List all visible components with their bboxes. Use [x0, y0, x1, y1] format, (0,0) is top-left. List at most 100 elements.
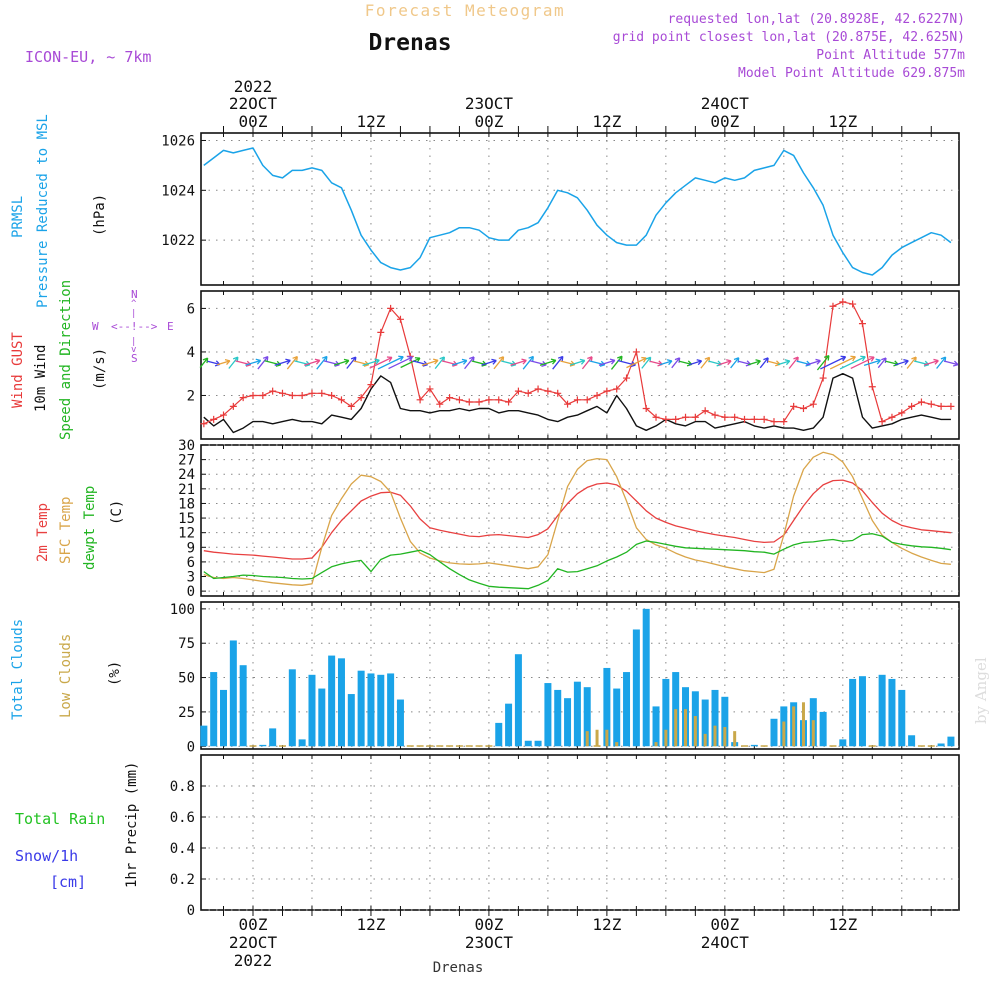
wind-arrow-head — [461, 358, 468, 365]
gust-point — [377, 328, 385, 336]
wind-arrow — [718, 360, 732, 366]
total-cloud-bar — [337, 658, 345, 747]
gust-point — [593, 391, 601, 399]
wind-arrow-head — [903, 358, 909, 365]
total-cloud-bar — [632, 629, 640, 747]
y-tick-label: 0.6 — [170, 810, 195, 826]
wind-arrow-head — [617, 355, 623, 362]
wind-arrow-head — [491, 358, 497, 365]
y-tick-label: 0.8 — [170, 779, 195, 795]
y-tick-label: 0 — [187, 584, 195, 600]
total-cloud-bar — [328, 655, 336, 747]
svg-text:<--!-->: <--!--> — [111, 320, 158, 333]
wind-arrow-head — [641, 356, 647, 363]
total-cloud-bar — [288, 669, 296, 747]
wind-arrow — [421, 359, 439, 366]
gust-point — [701, 407, 709, 415]
bottom-hour-label: 12Z — [357, 915, 386, 934]
gust-point — [278, 389, 286, 397]
gust-point — [750, 415, 758, 423]
wind-arrow — [400, 357, 421, 369]
wind-arrow — [626, 357, 647, 369]
gust-point — [446, 394, 454, 402]
gust-point — [672, 415, 680, 423]
gust-point — [947, 402, 955, 410]
wind-arrow — [671, 357, 681, 369]
total-cloud-bar — [573, 681, 581, 747]
total-cloud-bar — [701, 699, 709, 747]
low-cloud-bar — [674, 709, 678, 747]
gust-point — [337, 396, 345, 404]
wind-arrow-head — [321, 355, 328, 362]
temp-unit: (C) — [109, 500, 125, 525]
wind-arrow-head — [314, 358, 321, 365]
compass-w: W — [92, 320, 99, 333]
y-tick-label: 0 — [187, 903, 195, 919]
wind-arrow — [877, 357, 887, 369]
prmsl-title: Pressure Reduced to MSL — [35, 114, 51, 308]
wind-arrow — [688, 360, 702, 366]
low-cloud-bar — [782, 721, 786, 747]
wind-arrow-head — [285, 358, 291, 365]
total-cloud-bar — [908, 735, 916, 747]
gust-point — [888, 413, 896, 421]
wind-arrow-head — [784, 359, 791, 366]
y-tick-label: 50 — [178, 671, 195, 687]
total-cloud-bar — [220, 689, 228, 747]
total-cloud-bar — [662, 678, 670, 747]
wind-unit: (m/s) — [92, 348, 108, 390]
wind-arrow-head — [875, 358, 881, 365]
gust-point — [308, 389, 316, 397]
snow-unit: [cm] — [50, 873, 86, 891]
wind-arrow-head — [726, 359, 732, 366]
total-cloud-bar — [917, 745, 925, 747]
wind-arrow — [895, 360, 909, 366]
panel-frame-2 — [200, 290, 960, 440]
temp2m-line — [203, 479, 951, 560]
model-altitude: Model Point Altitude 629.875m — [738, 66, 965, 81]
gust-point — [623, 374, 631, 382]
total-cloud-bar — [750, 744, 758, 747]
compass-s: S — [131, 352, 138, 365]
total-cloud-bar — [239, 665, 247, 747]
wind-arrow — [346, 356, 357, 369]
gust-point — [760, 415, 768, 423]
y-tick-label: 12 — [178, 526, 195, 542]
wind-direction-legend: Speed and Direction — [58, 280, 74, 440]
wind-arrow — [377, 356, 404, 370]
total-cloud-bar — [603, 667, 611, 747]
gust-point — [898, 409, 906, 417]
total-cloud-bar — [318, 688, 326, 747]
total-cloud-bar — [446, 745, 454, 747]
gust-point — [495, 396, 503, 404]
y-tick-label: 2 — [187, 388, 195, 404]
gust-point — [239, 394, 247, 402]
total-cloud-bar — [534, 740, 542, 747]
total-cloud-bar — [357, 670, 365, 747]
gust-point — [711, 411, 719, 419]
wind-arrow-head — [755, 359, 761, 366]
wind-arrow — [936, 356, 947, 369]
total-cloud-bar — [947, 736, 955, 747]
wind-arrow — [820, 356, 846, 370]
total-cloud-bar — [839, 739, 847, 747]
wind-arrow — [767, 360, 781, 365]
bottom-hour-label: 00Z — [239, 915, 268, 934]
gust-point — [731, 413, 739, 421]
wind-arrow-head — [262, 355, 269, 362]
top-date-label: 24OCT — [701, 94, 750, 113]
y-tick-label: 24 — [178, 467, 195, 483]
wind-arrow — [863, 359, 881, 366]
wind-arrow — [228, 356, 239, 369]
wind-arrow-head — [869, 356, 875, 362]
svg-text:|: | — [131, 309, 136, 319]
y-tick-label: 0.4 — [170, 841, 195, 857]
top-hour-label: 12Z — [592, 112, 621, 131]
precip-unit: 1hr Precip (mm) — [124, 762, 140, 888]
gust-point — [790, 402, 798, 410]
compass-rose: N ^ | W <--!--> E | v S — [92, 288, 174, 365]
gust-point — [514, 387, 522, 395]
wind-arrow — [207, 360, 220, 366]
gust-point — [200, 420, 208, 428]
